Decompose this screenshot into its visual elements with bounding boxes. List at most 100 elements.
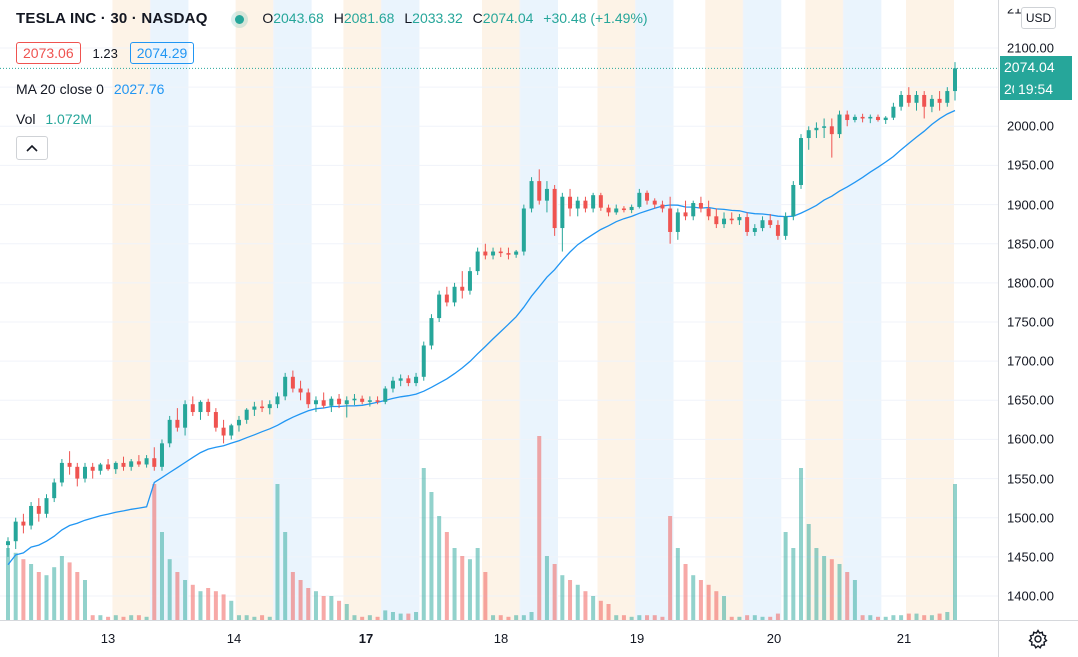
candle-body (129, 461, 134, 467)
ma-20-line (7, 109, 956, 566)
volume-bar (367, 615, 372, 620)
price-tick-label: 1550.00 (1007, 471, 1054, 487)
price-tick-label: 1500.00 (1007, 510, 1054, 526)
volume-bar (568, 580, 573, 620)
candle-body (390, 380, 395, 389)
volume-bar (691, 575, 696, 620)
ask-price-button[interactable]: 2074.29 (129, 42, 195, 64)
volume-bar (52, 567, 57, 620)
candle-body (483, 251, 488, 256)
candle-body (244, 409, 249, 420)
symbol-title[interactable]: TESLA INC · 30 · NASDAQ (16, 10, 208, 27)
volume-bar (668, 516, 673, 620)
low-label: L (404, 10, 413, 26)
bid-price-button[interactable]: 2073.06 (16, 42, 81, 64)
candle-body (683, 212, 688, 217)
volume-bar (337, 600, 342, 620)
candle-body (260, 406, 265, 409)
ma-legend[interactable]: MA 20 close 0 2027.76 (16, 81, 164, 97)
spread-value: 1.23 (92, 46, 118, 61)
ma-label: MA 20 close 0 (16, 81, 104, 97)
price-axis[interactable]: 2150.002100.002050.002000.001950.001900.… (998, 0, 1078, 620)
post-market-band (343, 0, 382, 620)
volume-bar (575, 584, 580, 620)
time-tick-label: 13 (100, 631, 116, 646)
candle-body (729, 218, 734, 221)
candle-body (660, 204, 665, 209)
vol-legend[interactable]: Vol 1.072M (16, 111, 92, 127)
change-value: +30.48 (+1.49%) (543, 10, 648, 26)
candle-body (953, 68, 957, 92)
time-tick-label: 19 (629, 631, 645, 646)
candle-body (629, 206, 634, 211)
volume-bar (906, 613, 911, 620)
price-tick-label: 2000.00 (1007, 118, 1054, 134)
volume-bar (737, 616, 742, 620)
candle-body (98, 464, 103, 471)
volume-bar (829, 559, 834, 620)
volume-bar (891, 615, 896, 620)
volume-bar (375, 616, 380, 620)
last-price-label: 2074.04 (1000, 56, 1072, 78)
currency-button[interactable]: USD (1021, 7, 1056, 29)
candle-body (221, 427, 226, 436)
volume-bar (129, 615, 134, 620)
volume-bar (82, 580, 87, 620)
volume-bar (614, 615, 619, 620)
volume-bar (675, 548, 680, 620)
volume-bar (621, 615, 626, 620)
candle-body (822, 126, 827, 128)
volume-bar (344, 604, 349, 620)
chart-plot-area[interactable] (0, 0, 998, 620)
candle-body (236, 419, 241, 426)
candle-body (914, 94, 919, 103)
candle-body (899, 94, 904, 107)
candle-body (152, 458, 157, 467)
collapse-legend-button[interactable] (16, 136, 48, 160)
price-tick-label: 1800.00 (1007, 275, 1054, 291)
volume-bar (190, 584, 195, 620)
high-label: H (333, 10, 344, 26)
candle-body (606, 207, 611, 213)
volume-bar (775, 613, 780, 620)
volume-bar (822, 556, 827, 620)
high-value: 2081.68 (343, 10, 395, 26)
volume-bar (121, 616, 126, 620)
volume-bar (683, 564, 688, 620)
price-tick-label: 1450.00 (1007, 549, 1054, 565)
candle-body (845, 114, 850, 121)
gear-icon[interactable] (1028, 629, 1048, 649)
volume-bar (236, 615, 241, 620)
candle-body (306, 392, 311, 405)
live-dot-icon (235, 14, 245, 24)
candle-body (229, 425, 234, 436)
volume-bar (390, 612, 395, 620)
volume-bar (437, 516, 442, 620)
price-tick-label: 1850.00 (1007, 236, 1054, 252)
countdown-timer: 19:54 (1014, 78, 1072, 100)
candle-body (937, 98, 942, 103)
price-chart-svg[interactable] (0, 0, 998, 620)
candle-body (614, 208, 619, 213)
close-label: C (472, 10, 483, 26)
candle-body (267, 404, 272, 409)
volume-bar (313, 591, 318, 620)
candle-body (360, 398, 365, 402)
volume-bar (899, 615, 904, 620)
volume-bar (560, 575, 565, 620)
candle-body (760, 220, 765, 229)
time-axis[interactable]: 13 14 17 18 19 20 21 (0, 620, 998, 657)
volume-bar (791, 548, 796, 620)
time-tick-label: 21 (896, 631, 912, 646)
volume-bar (883, 616, 888, 620)
volume-bar (606, 604, 611, 620)
price-tick-label: 1400.00 (1007, 588, 1054, 604)
candle-body (768, 220, 773, 225)
volume-bar (106, 616, 111, 620)
candle-body (406, 378, 411, 384)
volume-bar (752, 615, 757, 620)
volume-bar (745, 615, 750, 620)
candle-body (560, 196, 565, 229)
volume-bar (6, 548, 10, 620)
